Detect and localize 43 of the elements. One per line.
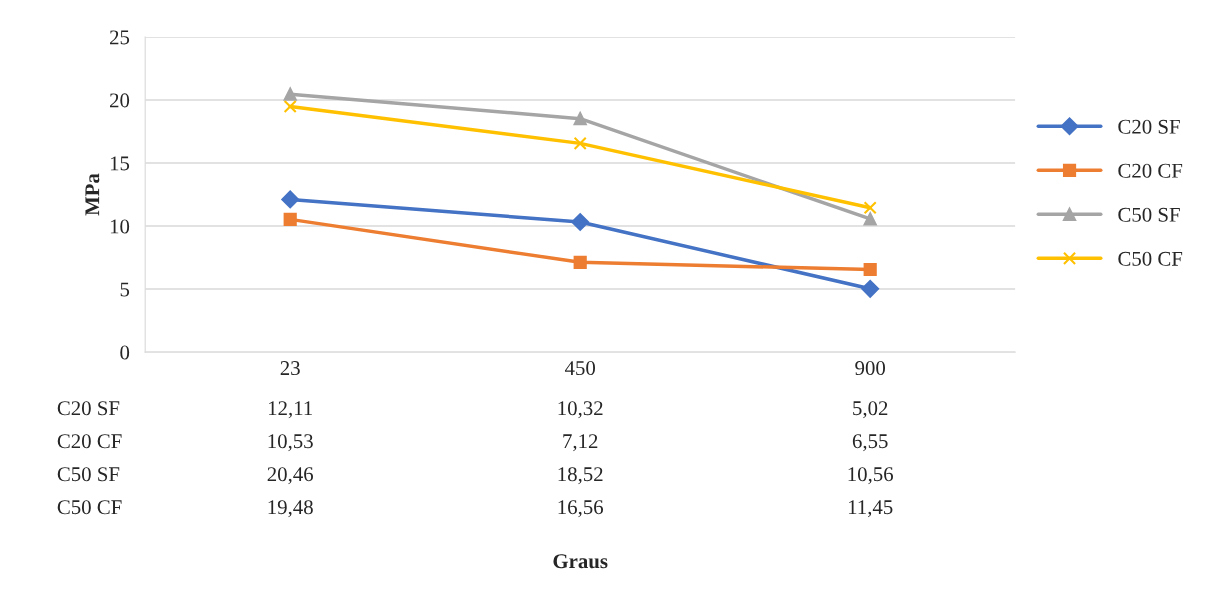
- legend-label: C50 CF: [1118, 251, 1183, 266]
- point: [283, 99, 297, 114]
- y-tick-label: 15: [110, 156, 130, 171]
- data-label: 12,11: [268, 401, 312, 419]
- y-tick-label: 5: [120, 282, 130, 297]
- data-label: 19,48: [268, 500, 313, 518]
- legend-label: C50 SF: [1118, 207, 1180, 222]
- point: [281, 190, 300, 209]
- data-label: 10,32: [558, 401, 603, 419]
- point: [571, 213, 590, 231]
- point: [863, 201, 877, 215]
- y-tick-label: 10: [110, 219, 130, 234]
- point: [283, 212, 297, 226]
- point: [573, 112, 587, 126]
- text: C20 CF: [57, 434, 122, 449]
- y-tick-label: 0: [120, 345, 130, 360]
- text: C20 SF: [57, 401, 120, 416]
- point: [863, 212, 877, 226]
- point: [861, 279, 880, 298]
- point: [573, 136, 587, 150]
- data-label: 7,12: [563, 434, 598, 452]
- text: C50 SF: [57, 467, 120, 482]
- x-tick-label: 23: [280, 361, 300, 376]
- y-axis-title: MPa: [85, 173, 100, 216]
- y-tick-label: 25: [110, 30, 130, 45]
- legend-label: C20 SF: [1118, 119, 1180, 134]
- data-label: 16,56: [558, 500, 604, 518]
- point: [573, 255, 587, 269]
- point: [863, 262, 877, 277]
- point: [283, 87, 297, 101]
- data-label: 11,45: [848, 500, 893, 518]
- x-tick-label: 450: [564, 361, 596, 376]
- text: Graus: [553, 554, 608, 569]
- y-tick-label: 20: [110, 93, 130, 108]
- data-label: 20,46: [267, 467, 314, 485]
- data-label: 6,55: [852, 434, 888, 452]
- legend-label: C20 CF: [1118, 163, 1183, 178]
- text: C50 CF: [57, 500, 122, 515]
- data-label: 10,56: [848, 467, 894, 485]
- data-label: 5,02: [853, 401, 888, 419]
- data-label: 10,53: [268, 434, 313, 452]
- x-tick-label: 900: [855, 361, 886, 376]
- data-label: 18,52: [558, 467, 603, 485]
